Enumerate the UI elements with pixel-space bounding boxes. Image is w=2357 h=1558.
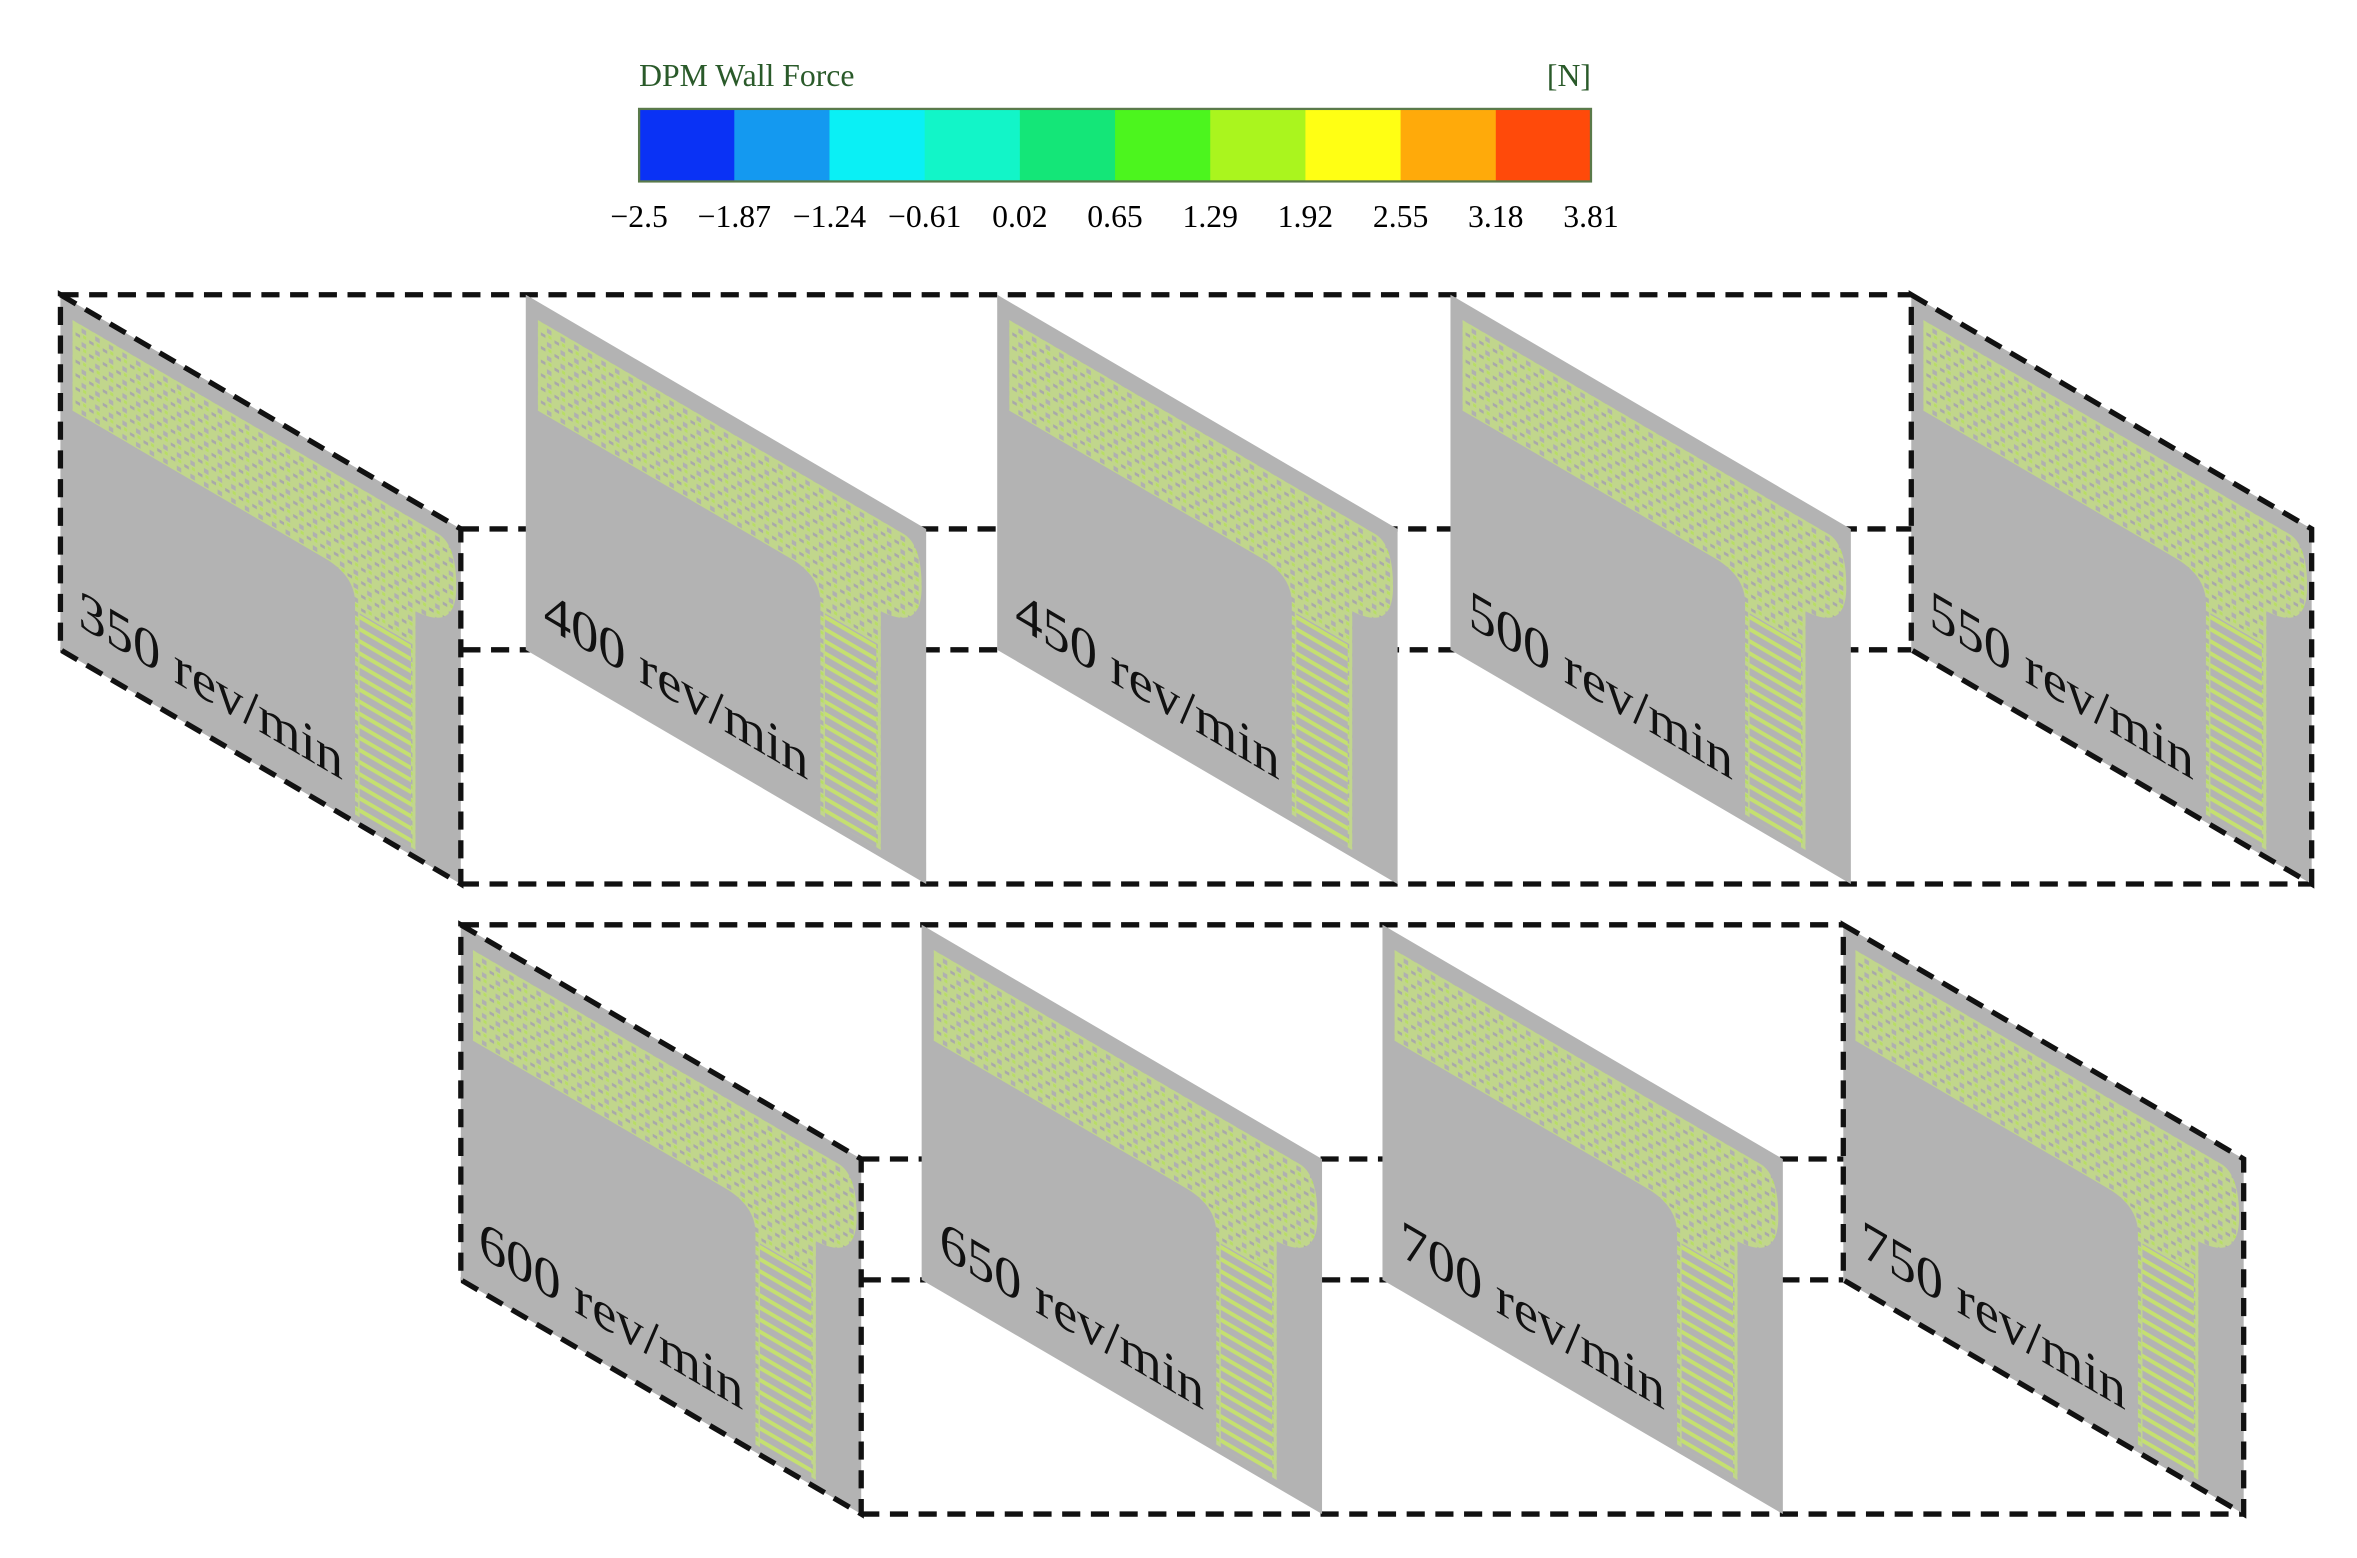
panel: 650 rev/min <box>921 924 1323 1515</box>
colorbar-unit: [N] <box>1547 58 1591 93</box>
panel: 550 rev/min <box>1911 294 2312 885</box>
colorbar-tick-label: −1.87 <box>698 199 771 234</box>
colorbar-swatch <box>924 108 1021 182</box>
panel: 450 rev/min <box>997 294 1398 885</box>
dashed-outline <box>1908 290 2315 889</box>
colorbar-tick-label: −1.24 <box>793 199 867 234</box>
colorbar-frame <box>637 107 1593 183</box>
outlet-stripes <box>359 613 411 848</box>
colorbar-tick-label: 0.02 <box>992 199 1048 234</box>
outlet-stripes <box>824 613 877 848</box>
colorbar-swatch <box>1305 108 1402 182</box>
colorbar-swatch <box>734 108 831 182</box>
colorbar-swatch <box>1495 108 1592 182</box>
outlet-stripes <box>2210 613 2262 848</box>
outlet-stripes <box>759 1243 812 1478</box>
colorbar-tick-label: 2.55 <box>1373 199 1429 234</box>
outlet-stripes <box>2142 1243 2194 1478</box>
colorbar-swatch <box>829 108 926 182</box>
colorbar-swatch <box>1115 108 1211 182</box>
colorbar-swatch <box>1019 108 1116 182</box>
colorbar-tick-label: 3.81 <box>1563 199 1619 234</box>
colorbar-tick-label: 3.18 <box>1468 199 1524 234</box>
colorbar-swatch <box>1400 108 1497 182</box>
colorbar-swatch <box>639 108 736 182</box>
panels: 350 rev/min 400 rev/min 450 rev/min 500 rev… <box>57 290 2315 1519</box>
panel: 400 rev/min <box>525 294 927 885</box>
colorbar-tick-label: −2.5 <box>610 199 668 234</box>
panel: 750 rev/min <box>1843 924 2244 1515</box>
panel: 600 rev/min <box>460 924 862 1515</box>
colorbar-tick-label: 0.65 <box>1087 199 1143 234</box>
panel: 350 rev/min <box>60 294 461 885</box>
colorbar-title: DPM Wall Force <box>639 58 854 93</box>
panel: 700 rev/min <box>1382 924 1783 1515</box>
colorbar-tick-label: 1.92 <box>1278 199 1334 234</box>
outlet-stripes <box>1681 1243 1733 1478</box>
dashed-outline <box>1840 920 2247 1519</box>
panel: 500 rev/min <box>1450 294 1851 885</box>
dashed-outline <box>458 920 864 1519</box>
dashed-outline <box>57 290 464 889</box>
colorbar: −2.5 −1.87 −1.24 −0.61 0.02 0.65 1.29 1.92 2.55 3… <box>610 107 1619 234</box>
outlet-stripes <box>1749 613 1801 848</box>
colorbar-tick-label: 1.29 <box>1182 199 1238 234</box>
outlet-stripes <box>1220 1243 1273 1478</box>
colorbar-tick-label: −0.61 <box>888 199 961 234</box>
colorbar-swatch <box>1210 108 1307 182</box>
outlet-stripes <box>1296 613 1348 848</box>
